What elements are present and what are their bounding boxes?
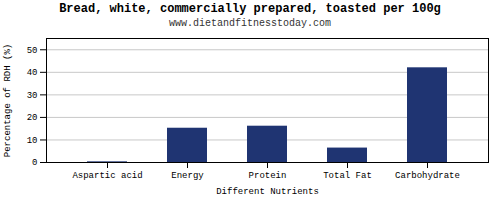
- svg-text:Different Nutrients: Different Nutrients: [216, 187, 319, 197]
- svg-text:Aspartic acid: Aspartic acid: [72, 171, 142, 181]
- svg-text:10: 10: [27, 136, 38, 146]
- svg-text:50: 50: [27, 46, 38, 56]
- svg-text:Protein: Protein: [249, 171, 287, 181]
- svg-text:Percentage of RDH (%): Percentage of RDH (%): [3, 44, 13, 157]
- svg-text:Carbohydrate: Carbohydrate: [395, 171, 460, 181]
- html-text:Bread, white, commercially pre: Bread, white, commercially prepared, toa…: [59, 2, 441, 16]
- svg-text:30: 30: [27, 91, 38, 101]
- svg-text:Energy: Energy: [171, 171, 204, 181]
- svg-text:20: 20: [27, 113, 38, 123]
- svg-text:40: 40: [27, 68, 38, 78]
- svg-text:0: 0: [32, 158, 37, 168]
- html-text:www.dietandfitnesstoday.com: www.dietandfitnesstoday.com: [169, 18, 331, 29]
- svg-text:Total Fat: Total Fat: [323, 171, 372, 181]
